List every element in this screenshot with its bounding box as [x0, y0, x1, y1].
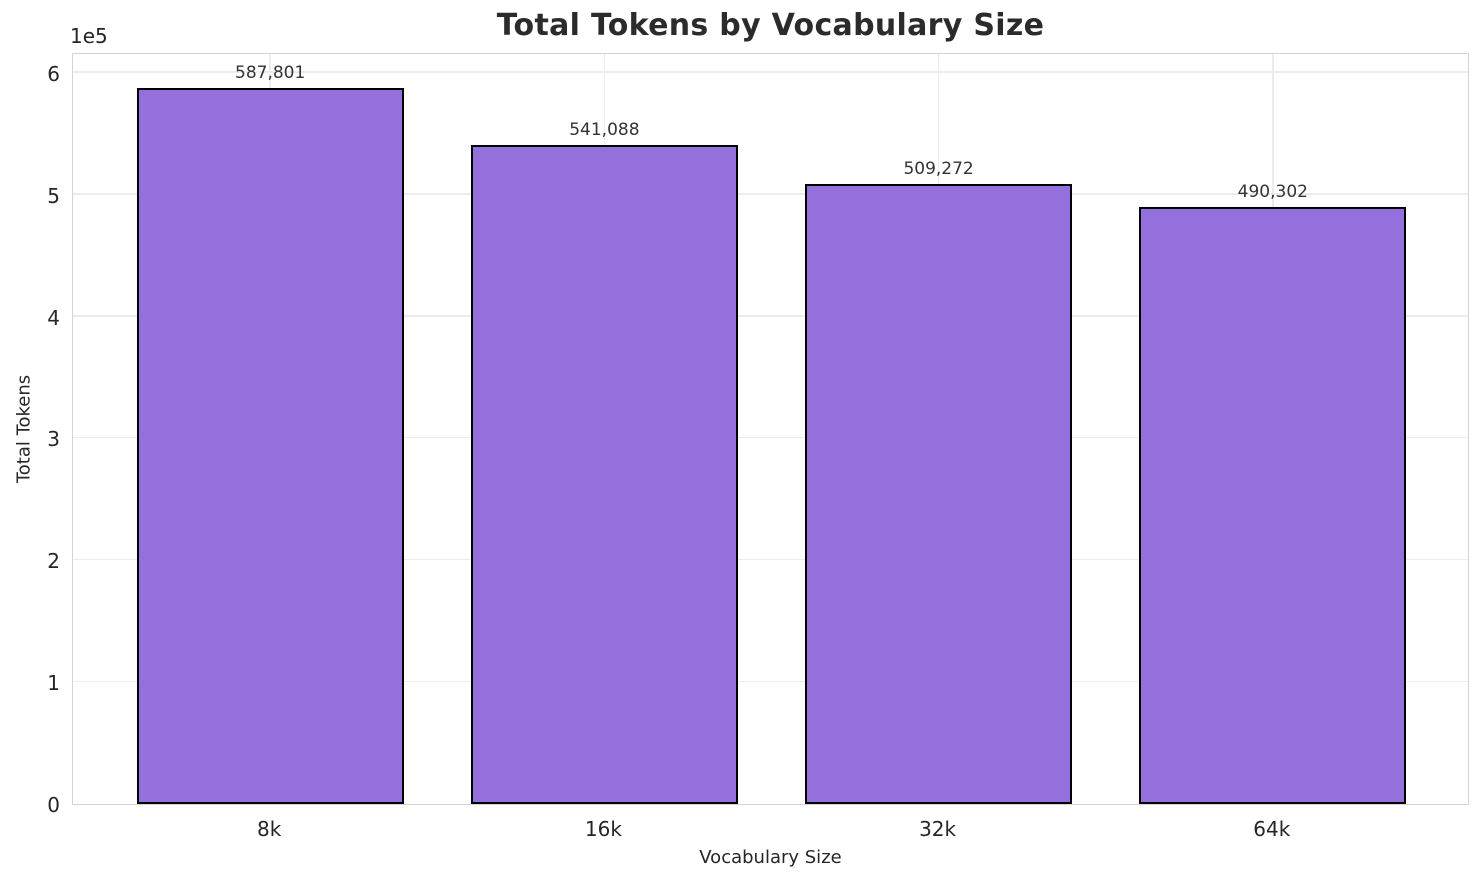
bar-value-label: 587,801 — [235, 62, 306, 83]
x-tick-label: 16k — [584, 817, 622, 841]
bar-8k — [136, 87, 404, 804]
y-tick-label: 1 — [47, 671, 60, 696]
gridline-y-5 — [73, 193, 1468, 195]
gridline-y-1 — [73, 680, 1468, 683]
x-tick-label: 32k — [919, 817, 957, 841]
gridline-y-3 — [73, 436, 1468, 439]
y-tick-label: 6 — [47, 61, 60, 86]
plot-area: 587,801 541,088 509,272 490,302 — [72, 53, 1469, 805]
y-tick-label: 4 — [47, 305, 60, 330]
bar-value-label: 541,088 — [569, 119, 640, 140]
bar-32k — [804, 183, 1073, 804]
y-axis-offset-text: 1e5 — [70, 24, 108, 48]
x-tick-label: 8k — [257, 817, 282, 841]
y-tick-label: 5 — [47, 183, 60, 208]
gridline-y-2 — [73, 558, 1468, 561]
x-tick-label: 64k — [1253, 817, 1291, 841]
gridline-y-6 — [73, 71, 1468, 73]
gridline-y-4 — [73, 315, 1468, 317]
bar-64k — [1139, 206, 1407, 804]
y-tick-label: 3 — [47, 427, 60, 452]
bar-value-label: 509,272 — [903, 158, 974, 179]
y-tick-label: 0 — [47, 793, 60, 817]
bar-16k — [470, 144, 739, 804]
y-tick-label: 2 — [47, 549, 60, 574]
x-axis-label: Vocabulary Size — [699, 847, 842, 868]
bar-value-label: 490,302 — [1237, 181, 1308, 202]
chart-title: Total Tokens by Vocabulary Size — [496, 8, 1045, 43]
